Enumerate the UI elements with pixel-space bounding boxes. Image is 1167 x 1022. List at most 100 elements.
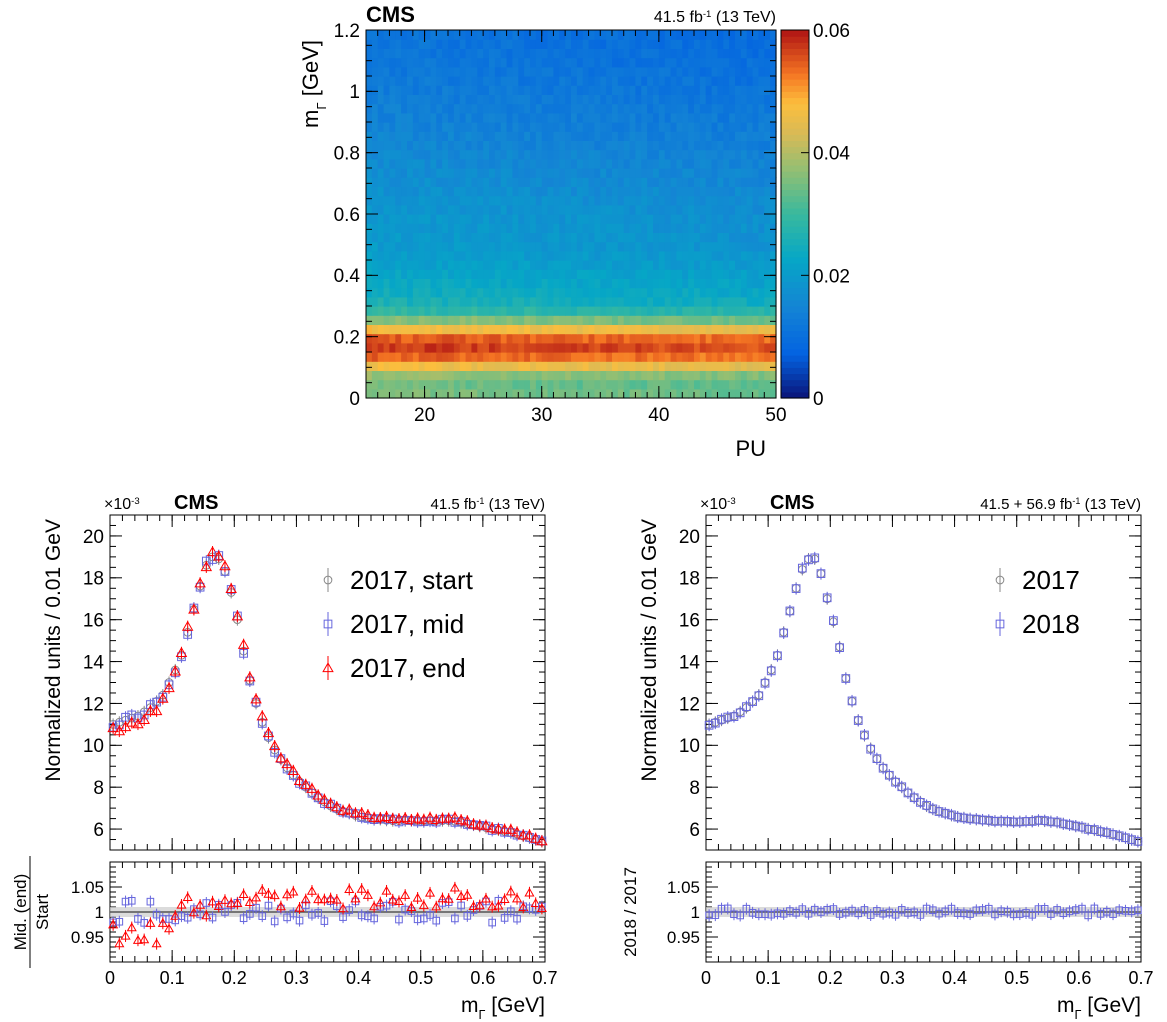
heatmap-cell bbox=[565, 177, 572, 187]
heatmap-cell bbox=[459, 241, 467, 252]
heatmap-cell bbox=[729, 66, 736, 77]
heatmap-cell bbox=[623, 76, 631, 86]
marker-triangle bbox=[188, 603, 200, 614]
heatmap-cell bbox=[453, 140, 461, 151]
heatmap-cell bbox=[694, 352, 701, 362]
heatmap-cell bbox=[471, 66, 478, 77]
heatmap-cell bbox=[688, 177, 695, 187]
heatmap-cell bbox=[623, 278, 631, 289]
heatmap-cell bbox=[629, 168, 637, 178]
heatmap-cell bbox=[594, 370, 601, 381]
heatmap-cell bbox=[371, 370, 379, 381]
heatmap-cell bbox=[500, 204, 508, 215]
heatmap-cell bbox=[389, 278, 396, 289]
heatmap-cell bbox=[670, 269, 678, 279]
heatmap-cell bbox=[506, 361, 514, 371]
colorbar-segment bbox=[781, 256, 809, 264]
heatmap-cell bbox=[770, 122, 777, 132]
heatmap-cell bbox=[699, 39, 707, 49]
heatmap-cell bbox=[694, 241, 701, 252]
heatmap-cell bbox=[664, 112, 672, 123]
heatmap-cell bbox=[770, 296, 777, 307]
heatmap-cell bbox=[735, 112, 742, 123]
marker-square bbox=[258, 912, 267, 920]
marker-square bbox=[295, 916, 304, 925]
heatmap-cell bbox=[694, 379, 701, 390]
marker-square bbox=[723, 904, 732, 913]
heatmap-cell bbox=[670, 370, 678, 381]
heatmap-cell bbox=[641, 131, 648, 141]
heatmap-cell bbox=[629, 370, 637, 381]
heatmap-cell bbox=[535, 140, 543, 151]
heatmap-cell bbox=[448, 223, 455, 233]
heatmap-cell bbox=[670, 342, 678, 353]
heatmap-cell bbox=[541, 131, 549, 141]
heatmap-cell bbox=[553, 361, 560, 371]
marker-square bbox=[947, 904, 956, 913]
heatmap-cell bbox=[418, 315, 426, 325]
heatmap-cell bbox=[401, 260, 408, 270]
heatmap-cell bbox=[723, 122, 730, 132]
heatmap-cell bbox=[465, 214, 473, 224]
heatmap-cell bbox=[547, 204, 555, 215]
heatmap-cell bbox=[500, 361, 508, 371]
heatmap-cell bbox=[366, 361, 373, 371]
heatmap-cell bbox=[705, 241, 713, 252]
heatmap-cell bbox=[412, 195, 420, 206]
heatmap-cell bbox=[752, 131, 760, 141]
heatmap-cell bbox=[565, 158, 572, 169]
heatmap-cell bbox=[653, 186, 660, 197]
heatmap-cell bbox=[746, 57, 754, 68]
heatmap-cell bbox=[705, 48, 713, 59]
marker-square bbox=[283, 913, 291, 922]
heatmap-cell bbox=[530, 370, 537, 381]
heatmap-cell bbox=[407, 214, 414, 224]
heatmap-cell bbox=[576, 158, 584, 169]
heatmap-cell bbox=[500, 66, 508, 77]
marker-square bbox=[742, 702, 751, 711]
heatmap-cell bbox=[647, 269, 654, 279]
heatmap-cell bbox=[366, 269, 373, 279]
marker-triangle bbox=[319, 894, 330, 904]
heatmap-cell bbox=[635, 186, 642, 197]
colorbar-segment bbox=[781, 324, 809, 332]
heatmap-cell bbox=[623, 122, 631, 132]
heatmap-cell bbox=[670, 48, 678, 59]
heatmap-cell bbox=[688, 333, 695, 344]
marker-triangle bbox=[400, 889, 411, 899]
marker-square bbox=[884, 770, 894, 780]
heatmap-cell bbox=[565, 333, 572, 344]
heatmap-cell bbox=[494, 333, 502, 344]
heatmap-cell bbox=[553, 158, 560, 169]
heatmap-cell bbox=[688, 250, 695, 261]
marker-triangle bbox=[212, 550, 225, 561]
heatmap-cell bbox=[506, 103, 514, 114]
heatmap-cell bbox=[366, 278, 373, 289]
heatmap-cell bbox=[729, 195, 736, 206]
heatmap-cell bbox=[553, 278, 560, 289]
heatmap-cell bbox=[729, 324, 736, 335]
heatmap-cell bbox=[752, 287, 760, 298]
heatmap-cell bbox=[489, 241, 496, 252]
heatmap-cell bbox=[746, 250, 754, 261]
heatmap-cell bbox=[366, 379, 373, 390]
heatmap-cell bbox=[629, 232, 637, 243]
heatmap-cell bbox=[658, 85, 666, 95]
heatmap-cell bbox=[541, 379, 549, 390]
heatmap-cell bbox=[723, 388, 730, 399]
heatmap-cell bbox=[770, 204, 777, 215]
heatmap-cell bbox=[436, 361, 443, 371]
heatmap-cell bbox=[377, 195, 385, 206]
heatmap-cell bbox=[565, 122, 572, 132]
heatmap-cell bbox=[512, 361, 519, 371]
heatmap-cell bbox=[547, 39, 555, 49]
heatmap-cell bbox=[770, 388, 777, 399]
marker-triangle bbox=[456, 891, 467, 900]
marker-square bbox=[984, 904, 993, 913]
heatmap-cell bbox=[465, 76, 473, 86]
heatmap-cell bbox=[676, 57, 683, 68]
heatmap-cell bbox=[571, 232, 578, 243]
heatmap-cell bbox=[694, 168, 701, 178]
heatmap-cell bbox=[412, 57, 420, 68]
heatmap-cell bbox=[424, 296, 432, 307]
